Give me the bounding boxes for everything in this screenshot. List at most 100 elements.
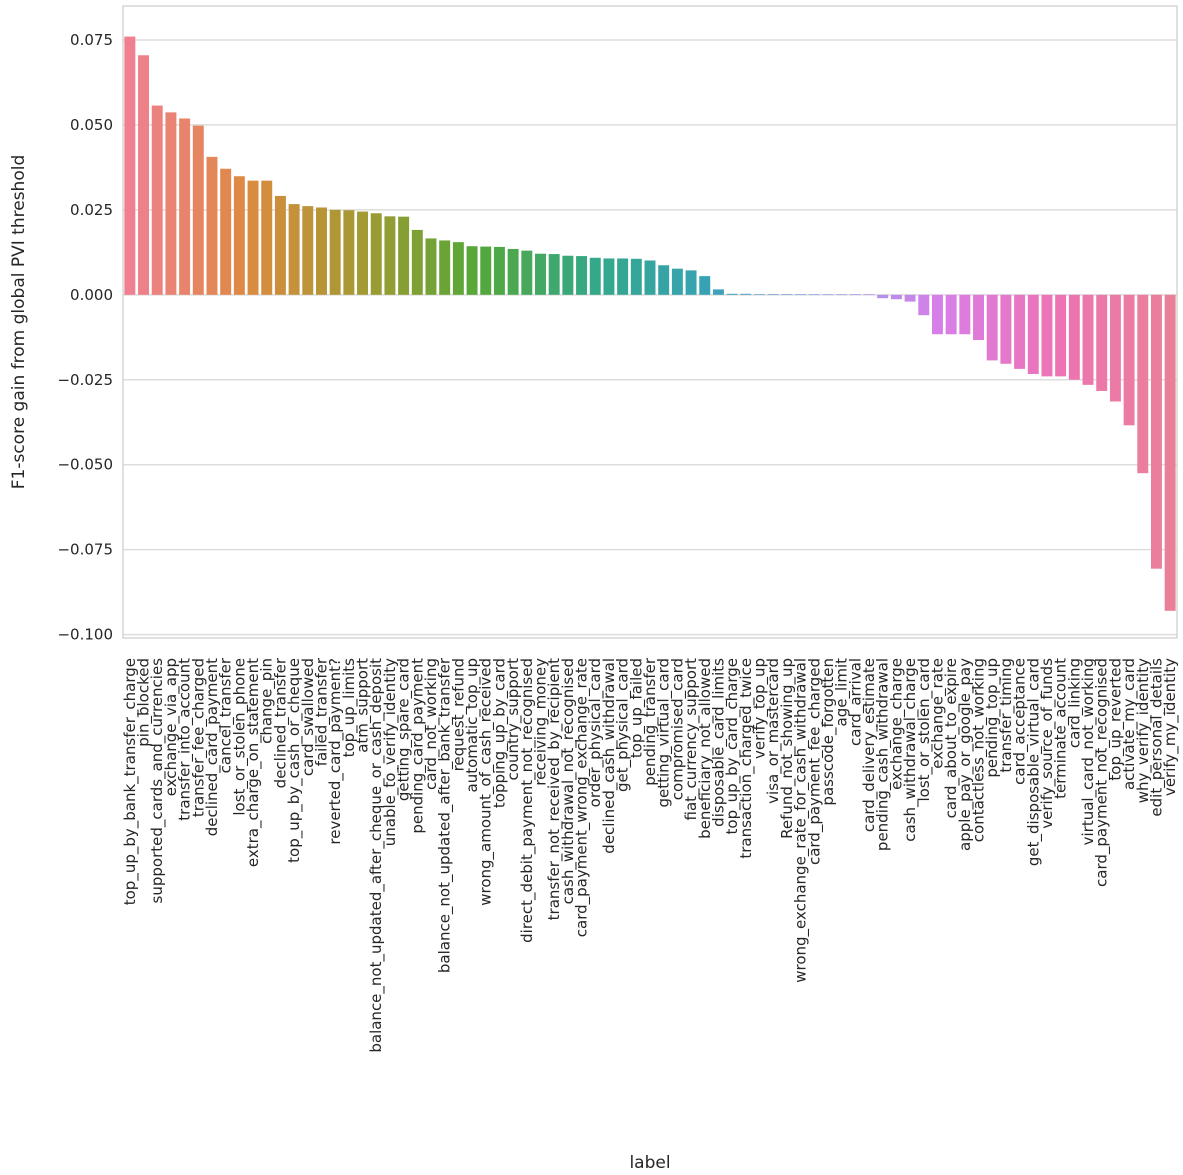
bar <box>493 246 505 295</box>
bar <box>343 210 355 295</box>
bar <box>233 176 245 295</box>
x-tick-label: unable_to_verify_identity <box>381 658 400 846</box>
bar <box>1068 294 1080 380</box>
bar <box>767 294 779 295</box>
bar <box>877 294 889 299</box>
bar <box>808 294 820 295</box>
bar <box>138 55 150 295</box>
bar <box>658 265 670 295</box>
x-tick-label: get_physical_card <box>614 658 633 792</box>
bar <box>452 242 464 295</box>
x-tick-label: extra_charge_on_statement <box>244 658 263 867</box>
x-tick-label: wrong_amount_of_cash_received <box>477 658 496 906</box>
x-tick-label: top_up_by_cash_or_cheque <box>285 658 304 863</box>
x-tick-label: declined_transfer <box>271 657 290 788</box>
bar <box>849 294 861 295</box>
x-tick-label: card_about_to_expire <box>942 658 961 818</box>
x-tick-label: getting_virtual_card <box>655 658 674 808</box>
x-tick-label: lost_or_stolen_card <box>915 658 934 802</box>
y-tick-label: −0.050 <box>57 456 113 474</box>
x-tick-label: verify_my_identity <box>1161 658 1180 796</box>
x-tick-label: declined_cash_withdrawal <box>600 658 619 854</box>
x-tick-label: pending_cash_withdrawal <box>874 658 893 851</box>
x-tick-label: declined_card_payment <box>203 658 222 836</box>
bar <box>603 258 615 295</box>
bar <box>904 294 916 302</box>
x-tick-label: change_pin <box>258 658 277 744</box>
x-tick-label: transfer_fee_charged <box>189 658 208 817</box>
bar <box>959 294 971 335</box>
x-tick-label: transaction_charged_twice <box>737 658 756 859</box>
y-tick-label: 0.000 <box>70 286 113 304</box>
bar <box>329 209 341 295</box>
bar <box>411 229 423 295</box>
x-tick-label: why_verify_identity <box>1134 658 1153 803</box>
bar <box>384 216 396 295</box>
bar <box>302 206 314 295</box>
bar <box>671 268 683 295</box>
x-tick-label: pending_transfer <box>641 657 660 786</box>
bar <box>398 216 410 295</box>
bar <box>1096 294 1108 391</box>
x-tick-label: Refund_not_showing_up <box>778 658 797 839</box>
bar <box>589 257 601 295</box>
x-tick-label: passcode_forgotten <box>819 658 838 806</box>
x-tick-label: supported_cards_and_currencies <box>148 658 167 904</box>
x-tick-label: card_arrival <box>846 658 865 746</box>
bar <box>562 255 574 295</box>
bar <box>261 180 273 295</box>
x-tick-label: failed_transfer <box>312 657 331 766</box>
bar <box>630 258 642 295</box>
x-tick-label: pin_blocked <box>135 658 154 747</box>
bar <box>918 294 930 316</box>
bar <box>220 168 232 295</box>
x-tick-label: age_limit <box>833 658 852 727</box>
bar <box>699 276 711 295</box>
bar <box>1027 294 1039 374</box>
bar <box>548 254 560 295</box>
x-tick-label: receiving_money <box>531 658 550 786</box>
x-tick-label: exchange_charge <box>887 658 906 790</box>
x-tick-label: request_refund <box>449 658 468 771</box>
bar <box>795 294 807 295</box>
bar <box>274 195 286 295</box>
bar <box>247 180 259 295</box>
y-tick-label: 0.025 <box>70 201 113 219</box>
bar <box>192 125 204 295</box>
x-tick-label: transfer_not_received_by_recipient <box>545 658 564 920</box>
x-tick-label: balance_not_updated_after_bank_transfer <box>436 657 455 973</box>
x-tick-label: disposable_card_limits <box>709 658 728 827</box>
y-axis-title: F1-score gain from global PVI threshold <box>9 155 29 490</box>
x-tick-label: terminate_account <box>1052 658 1071 799</box>
x-tick-label: get_disposable_virtual_card <box>1024 658 1043 866</box>
x-tick-label: card_delivery_estimate <box>860 658 879 832</box>
bar <box>425 238 437 295</box>
bar <box>165 112 177 295</box>
x-tick-label: verify_top_up <box>751 658 770 759</box>
bar <box>1164 294 1176 611</box>
x-tick-label: card_payment_fee_charged <box>805 658 824 865</box>
x-tick-label: apple_pay_or_google_pay <box>956 658 975 851</box>
x-tick-label: top_up_by_bank_transfer_charge <box>121 658 140 905</box>
bar <box>644 260 656 295</box>
x-axis-title: label <box>629 1153 670 1173</box>
x-tick-label: getting_spare_card <box>395 658 414 801</box>
bar <box>439 240 451 295</box>
bar <box>1000 294 1012 364</box>
bar <box>822 294 834 295</box>
x-tick-label: edit_personal_details <box>1147 658 1166 817</box>
x-tick-label: top_up_limits <box>340 658 359 758</box>
x-tick-label: top_up_by_card_charge <box>723 658 742 834</box>
x-tick-label: card_payment_not_recognised <box>1093 658 1112 887</box>
bar <box>521 250 533 295</box>
x-tick-label: cash_withdrawal_charge <box>901 658 920 842</box>
y-tick-label: −0.075 <box>57 541 113 559</box>
bar <box>1150 294 1162 569</box>
x-tick-label: visa_or_mastercard <box>764 658 783 804</box>
bar <box>316 207 327 295</box>
x-tick-label: exchange_rate <box>928 658 947 769</box>
bar <box>712 289 724 295</box>
bar <box>781 294 793 295</box>
bar <box>370 213 382 295</box>
bar <box>1137 294 1149 474</box>
